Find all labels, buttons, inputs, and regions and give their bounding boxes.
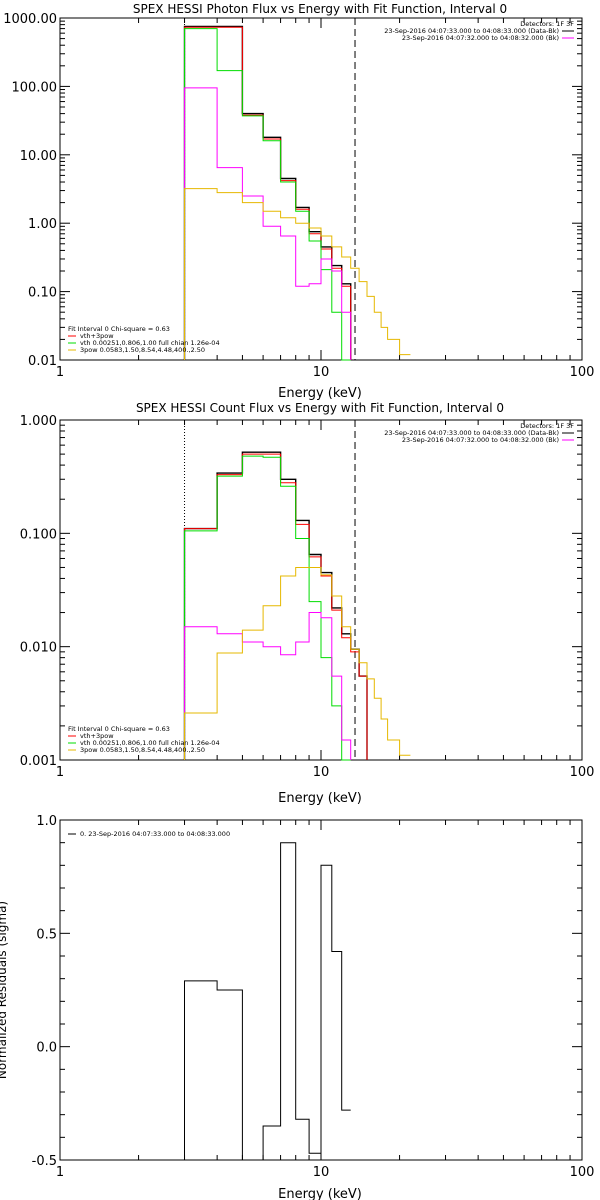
photon-flux-series-0-line bbox=[183, 25, 352, 360]
count-flux-series-2-line bbox=[184, 455, 351, 761]
photon-flux-x-tick-label: 100 bbox=[570, 365, 595, 380]
photon-flux-y-tick-label: 0.10 bbox=[28, 286, 57, 301]
photon-flux-y-tick-label: 10.00 bbox=[20, 149, 57, 164]
count-flux-legend-bottom-left: Fit Interval 0 Chi-square = 0.63vth+3pow… bbox=[68, 725, 220, 754]
photon-flux-series-4-line bbox=[184, 188, 411, 360]
count-flux-series-group bbox=[183, 451, 411, 761]
count-flux-title: SPEX HESSI Count Flux vs Energy with Fit… bbox=[136, 401, 504, 415]
count-flux-series-4-line bbox=[184, 567, 411, 760]
photon-flux-xlabel: Energy (keV) bbox=[278, 386, 362, 401]
residuals-series-0-line bbox=[184, 842, 351, 1161]
count-flux-y-tick-label: 0.001 bbox=[20, 754, 57, 769]
residuals-x-ticks: 1 10 100 bbox=[56, 820, 595, 1180]
count-flux-x-tick-label: 1 bbox=[56, 765, 64, 780]
photon-flux-legend-entry: 23-Sep-2016 04:07:33.000 to 04:08:33.000… bbox=[384, 27, 559, 35]
photon-flux-x-ticks: 1 10 100 bbox=[56, 18, 595, 380]
photon-flux-title: SPEX HESSI Photon Flux vs Energy with Fi… bbox=[133, 2, 507, 16]
photon-flux-series-3-line bbox=[184, 87, 352, 360]
photon-flux-legend-header: Fit Interval 0 Chi-square = 0.63 bbox=[68, 325, 170, 333]
residuals-panel: Energy (keV) Normalized Residuals (sigma… bbox=[0, 814, 594, 1200]
photon-flux-legend-entry: 3pow 0.0583,1.50,8.54,4.48,400.,2.50 bbox=[80, 346, 205, 354]
count-flux-x-tick-label: 100 bbox=[570, 765, 595, 780]
count-flux-legend-header: Detectors: 1F 3F bbox=[520, 422, 574, 430]
count-flux-y-tick-label: 0.010 bbox=[20, 641, 57, 656]
residuals-y-tick-label: 0.0 bbox=[36, 1041, 57, 1056]
count-flux-legend-entry: 23-Sep-2016 04:07:32.000 to 04:08:32.000… bbox=[402, 436, 559, 444]
photon-flux-series-2-line bbox=[184, 28, 351, 361]
photon-flux-panel: SPEX HESSI Photon Flux vs Energy with Fi… bbox=[3, 2, 594, 401]
count-flux-y-tick-label: 0.100 bbox=[20, 527, 57, 542]
photon-flux-y-tick-label: 1.00 bbox=[28, 217, 57, 232]
photon-flux-series-1-line bbox=[184, 26, 352, 360]
count-flux-legend-entry: 23-Sep-2016 04:07:33.000 to 04:08:33.000… bbox=[384, 429, 559, 437]
photon-flux-legend-entry: vth+3pow bbox=[80, 332, 114, 340]
photon-flux-plot-frame bbox=[59, 17, 583, 361]
count-flux-legend-entry: 3pow 0.0583,1.50,8.54,4.48,400.,2.50 bbox=[80, 746, 205, 754]
count-flux-legend-entry: vth 0.00251,0.806,1.00 full chian 1.26e-… bbox=[80, 739, 220, 747]
count-flux-legend-header: Fit Interval 0 Chi-square = 0.63 bbox=[68, 725, 170, 733]
count-flux-y-tick-label: 1.000 bbox=[20, 414, 57, 429]
photon-flux-legend-header: Detectors: 1F 3F bbox=[520, 20, 574, 28]
residuals-ylabel: Normalized Residuals (sigma) bbox=[0, 901, 9, 1079]
photon-flux-y-ticks: 0.01 0.10 1.00 10.00 100.00 1000.00 bbox=[3, 12, 582, 369]
residuals-x-tick-label: 10 bbox=[313, 1165, 330, 1180]
photon-flux-series-group bbox=[183, 25, 411, 361]
photon-flux-legend-entry: 23-Sep-2016 04:07:32.000 to 04:08:32.000… bbox=[402, 34, 559, 42]
residuals-legend-entry: 0. 23-Sep-2016 04:07:33.000 to 04:08:33.… bbox=[80, 830, 230, 838]
residuals-legend-top-left: 0. 23-Sep-2016 04:07:33.000 to 04:08:33.… bbox=[68, 830, 230, 838]
residuals-y-tick-label: 1.0 bbox=[36, 814, 57, 829]
count-flux-y-ticks: 0.001 0.010 0.100 1.000 bbox=[20, 414, 582, 769]
count-flux-xlabel: Energy (keV) bbox=[278, 791, 362, 806]
photon-flux-x-tick-label: 10 bbox=[313, 365, 330, 380]
count-flux-legend-entry: vth+3pow bbox=[80, 732, 114, 740]
residuals-y-ticks: -0.5 0.0 0.5 1.0 bbox=[32, 814, 582, 1169]
photon-flux-x-tick-label: 1 bbox=[56, 365, 64, 380]
residuals-x-tick-label: 1 bbox=[56, 1165, 64, 1180]
count-flux-panel: SPEX HESSI Count Flux vs Energy with Fit… bbox=[20, 401, 595, 806]
count-flux-series-1-line bbox=[184, 453, 368, 760]
residuals-series-group bbox=[184, 842, 351, 1161]
count-flux-x-tick-label: 10 bbox=[313, 765, 330, 780]
count-flux-series-3-line bbox=[184, 612, 352, 760]
residuals-y-tick-label: -0.5 bbox=[32, 1154, 57, 1169]
residuals-xlabel: Energy (keV) bbox=[278, 1187, 362, 1200]
photon-flux-y-tick-label: 0.01 bbox=[28, 354, 57, 369]
residuals-x-tick-label: 100 bbox=[570, 1165, 595, 1180]
residuals-y-tick-label: 0.5 bbox=[36, 927, 57, 942]
photon-flux-y-tick-label: 100.00 bbox=[12, 80, 58, 95]
photon-flux-y-tick-label: 1000.00 bbox=[3, 12, 57, 27]
photon-flux-legend-bottom-left: Fit Interval 0 Chi-square = 0.63vth+3pow… bbox=[68, 325, 220, 354]
count-flux-plot-frame bbox=[59, 419, 583, 761]
photon-flux-legend-entry: vth 0.00251,0.806,1.00 full chian 1.26e-… bbox=[80, 339, 220, 347]
